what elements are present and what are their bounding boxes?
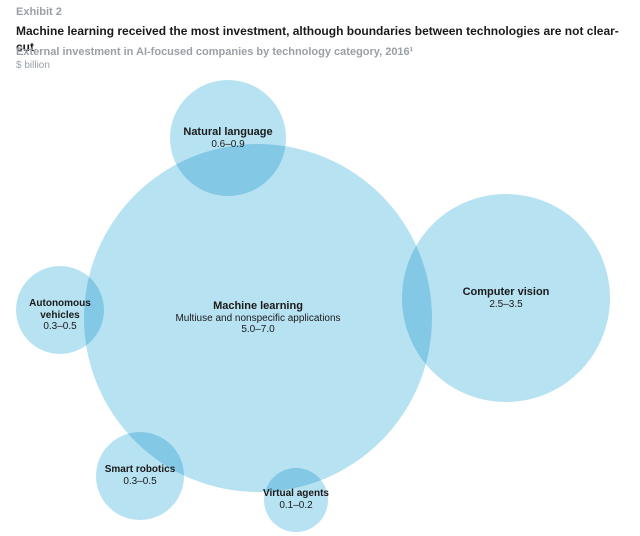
bubble-virtual-agents	[264, 468, 328, 532]
bubble-autonomous-vehicles	[16, 266, 104, 354]
bubble-smart-robotics	[96, 432, 184, 520]
exhibit-page: Exhibit 2 Machine learning received the …	[0, 0, 640, 536]
bubble-natural-language	[170, 80, 286, 196]
bubble-computer-vision	[402, 194, 610, 402]
bubble-chart: Machine learning Multiuse and nonspecifi…	[0, 0, 640, 536]
